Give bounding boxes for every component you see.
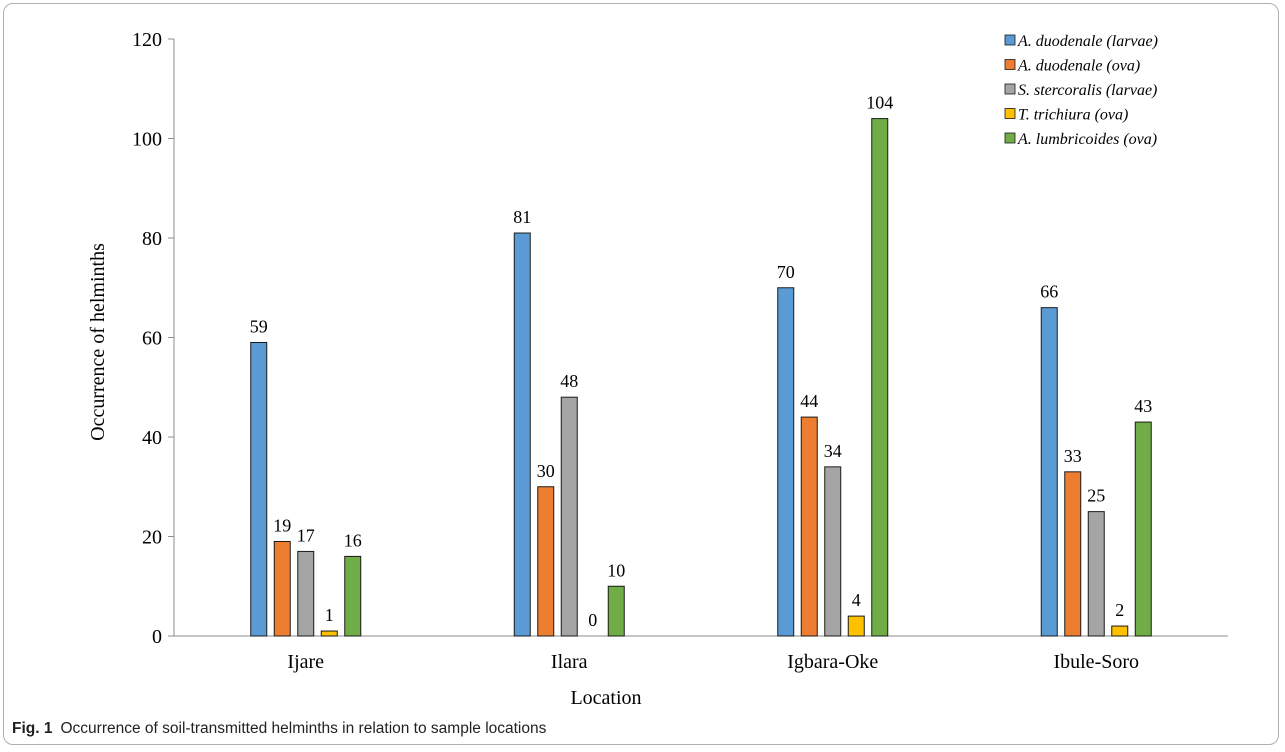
legend-label: A. lumbricoides (ova): [1017, 131, 1157, 148]
legend-label: S. stercoralis (larvae): [1018, 82, 1157, 99]
data-label: 19: [273, 515, 291, 535]
y-tick-label: 80: [142, 228, 162, 250]
data-label: 0: [588, 610, 597, 630]
data-label: 48: [560, 371, 578, 391]
bar: [1040, 307, 1058, 637]
data-label: 25: [1087, 486, 1105, 506]
legend-label: A. duodenale (larvae): [1017, 33, 1158, 50]
bar: [1134, 421, 1152, 637]
bar: [320, 630, 338, 637]
bar: [250, 341, 268, 637]
data-label: 17: [297, 525, 315, 545]
bar: [1111, 625, 1129, 637]
data-label: 1: [325, 605, 334, 625]
bar: [344, 555, 362, 637]
x-tick-label: Ibule-Soro: [1053, 651, 1139, 673]
bar: [607, 585, 625, 637]
x-axis-title: Location: [570, 687, 641, 709]
legend-swatch: [1004, 132, 1016, 144]
bar: [560, 396, 578, 637]
y-tick-label: 20: [142, 527, 162, 549]
bar: [847, 615, 865, 637]
bar: [824, 466, 842, 637]
data-label: 2: [1115, 600, 1124, 620]
legend-swatch: [1004, 34, 1016, 46]
data-label: 81: [513, 207, 531, 227]
data-label: 70: [777, 262, 795, 282]
figure-caption: Fig. 1 Occurrence of soil-transmitted hel…: [12, 720, 546, 742]
bar: [1087, 511, 1105, 637]
data-label: 59: [250, 316, 268, 336]
y-axis-title: Occurrence of helminths: [87, 243, 109, 441]
bar: [273, 540, 291, 637]
legend-swatch: [1004, 108, 1016, 119]
data-label: 33: [1064, 446, 1082, 466]
data-label: 16: [344, 530, 362, 550]
y-tick-label: 0: [152, 626, 162, 648]
bar: [1064, 471, 1082, 637]
data-label: 66: [1040, 282, 1058, 302]
x-tick-label: Ilara: [551, 651, 588, 673]
legend-label: A. duodenale (ova): [1017, 58, 1140, 75]
x-tick-label: Igbara-Oke: [787, 651, 878, 673]
x-tick-label: Ijare: [287, 651, 324, 673]
data-label: 34: [824, 441, 842, 461]
y-tick-label: 40: [142, 427, 162, 449]
legend-swatch: [1004, 83, 1016, 95]
legend-label: T. trichiura (ova): [1018, 107, 1128, 124]
data-label: 104: [866, 93, 893, 113]
bar: [513, 232, 531, 637]
data-label: 44: [800, 391, 818, 411]
legend-swatch: [1004, 59, 1016, 70]
y-tick-label: 60: [142, 328, 162, 350]
bar: [777, 287, 795, 637]
caption-label: Fig. 1: [12, 720, 53, 737]
data-label: 4: [852, 590, 861, 610]
bar: [537, 486, 555, 637]
bar: [297, 550, 315, 637]
bar: [871, 118, 889, 637]
bar: [800, 416, 818, 637]
legend: A. duodenale (larvae) A. duodenale (ova) S…: [1004, 33, 1158, 148]
data-label: 10: [607, 560, 625, 580]
y-tick-label: 100: [132, 129, 162, 151]
data-label: 43: [1134, 396, 1152, 416]
caption-text: Occurrence of soil-transmitted helminths…: [60, 720, 547, 737]
y-tick-label: 120: [132, 29, 162, 51]
data-label: 30: [537, 461, 555, 481]
